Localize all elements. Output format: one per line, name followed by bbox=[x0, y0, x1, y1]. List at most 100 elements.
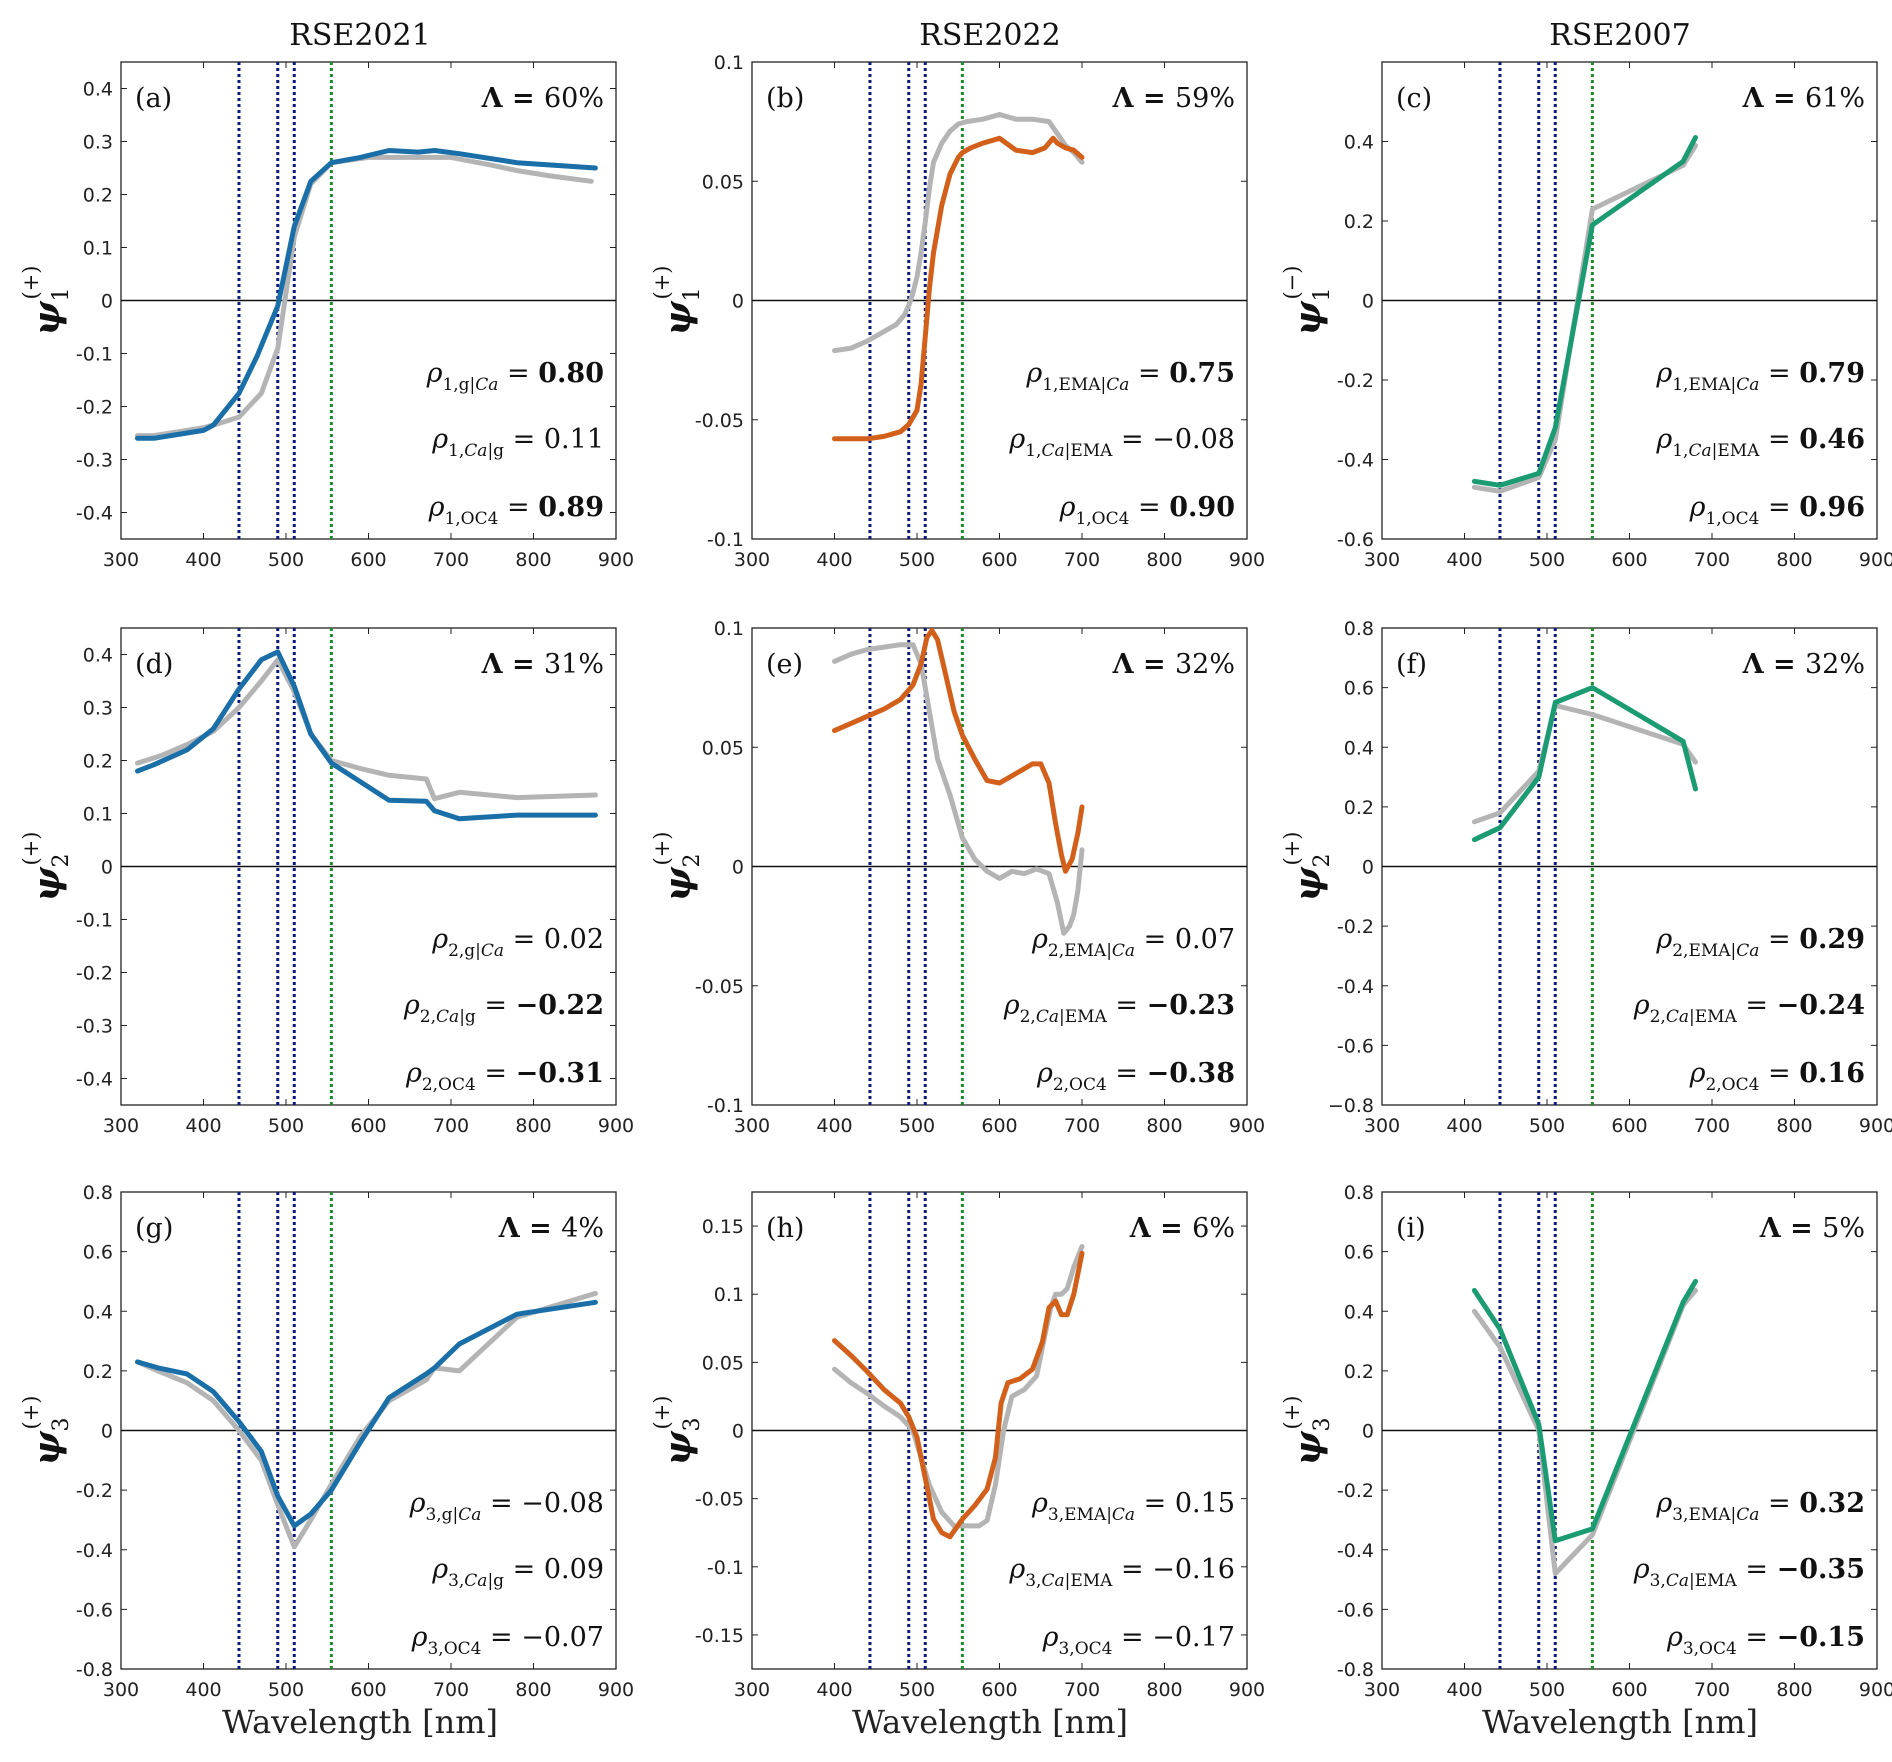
y-tick-label: -0.2 bbox=[1337, 370, 1374, 392]
y-tick-label: -0.15 bbox=[695, 1625, 744, 1647]
rho-value: −0.31 bbox=[516, 1058, 604, 1089]
rho-symbol: ρ bbox=[403, 990, 420, 1021]
rho-subscript: 3,g| bbox=[425, 1505, 458, 1525]
y-tick-label: −0.8 bbox=[1328, 1095, 1374, 1117]
panel-label: (h) bbox=[766, 1213, 804, 1244]
y-label-subscript: 1 bbox=[49, 288, 74, 302]
y-tick-label: -0.4 bbox=[1337, 1540, 1374, 1562]
x-tick-label: 500 bbox=[899, 1679, 935, 1701]
y-tick-label: 0.2 bbox=[1344, 797, 1374, 819]
y-label-subscript: 2 bbox=[1310, 854, 1335, 868]
rho-value: 0.11 bbox=[544, 424, 604, 455]
rho-annotation: ρ1,OC4 = 0.89 bbox=[428, 492, 604, 529]
rho-symbol: ρ bbox=[1031, 1488, 1048, 1519]
rho-equals: = bbox=[498, 492, 538, 523]
x-tick-label: 300 bbox=[103, 1679, 139, 1701]
rho-symbol: ρ bbox=[1036, 1058, 1053, 1089]
rho-annotation: ρ1,Ca|EMA = −0.08 bbox=[1008, 424, 1235, 461]
y-label-superscript: (+) bbox=[650, 1396, 674, 1430]
y-label-symbol: ψ bbox=[26, 866, 68, 901]
y-tick-label: 0 bbox=[1362, 291, 1374, 313]
lambda-annotation: Λ = 6% bbox=[1129, 1213, 1235, 1244]
rho-annotation: ρ3,OC4 = −0.15 bbox=[1666, 1622, 1865, 1659]
lambda-annotation: Λ = 4% bbox=[498, 1213, 604, 1244]
x-tick-label: 300 bbox=[1364, 1115, 1400, 1137]
main-series-line bbox=[1471, 135, 1698, 488]
x-tick-label: 700 bbox=[1064, 1115, 1100, 1137]
rho-subscript-italic: Ca bbox=[464, 1571, 487, 1591]
y-axis-label: ψ2 (+) bbox=[19, 832, 74, 902]
rho-equals: = bbox=[504, 924, 544, 955]
rho-subscript: 1,OC4 bbox=[444, 509, 498, 529]
x-tick-label: 300 bbox=[734, 1115, 770, 1137]
lambda-symbol: Λ = bbox=[1759, 1213, 1822, 1244]
rho-annotation: ρ3,Ca|g = 0.09 bbox=[431, 1554, 604, 1591]
rho-symbol: ρ bbox=[409, 1488, 426, 1519]
x-tick-label: 800 bbox=[1776, 549, 1812, 571]
x-tick-label: 500 bbox=[268, 1115, 304, 1137]
rho-equals: = bbox=[1112, 424, 1152, 455]
panel-label: (f) bbox=[1396, 649, 1427, 680]
lambda-annotation: Λ = 5% bbox=[1759, 1213, 1865, 1244]
x-tick-label: 700 bbox=[1064, 549, 1100, 571]
panel-f: 300 400 500 600 700 800 900 −0.8 -0.6 -0.4 -0.2 0 0.… bbox=[1280, 618, 1892, 1137]
main-series-line bbox=[135, 649, 598, 822]
rho-equals: = bbox=[1759, 1488, 1799, 1519]
panel-a: 300 400 500 600 700 800 900 -0.4 -0.3 -0.2 -0.1 0 0.… bbox=[19, 61, 634, 571]
y-tick-label: 0 bbox=[101, 1421, 113, 1443]
y-label-subscript: 3 bbox=[1310, 1418, 1335, 1432]
rho-subscript-tail: |g bbox=[459, 1007, 476, 1027]
x-axis-label-col0: Wavelength [nm] bbox=[222, 1703, 498, 1741]
rho-annotation: ρ2,Ca|g = −0.22 bbox=[403, 990, 604, 1027]
rho-equals: = bbox=[1759, 424, 1799, 455]
y-tick-label: 0.8 bbox=[1344, 618, 1374, 640]
y-tick-label: 0.1 bbox=[714, 618, 744, 640]
y-tick-label: 0 bbox=[101, 857, 113, 879]
y-axis-label: ψ1 (+) bbox=[650, 266, 705, 336]
rho-equals: = bbox=[1129, 492, 1169, 523]
y-tick-label: 0.2 bbox=[83, 751, 113, 773]
x-tick-label: 500 bbox=[899, 549, 935, 571]
rho-value: 0.32 bbox=[1799, 1488, 1865, 1519]
rho-symbol: ρ bbox=[1008, 424, 1025, 455]
x-tick-label: 800 bbox=[515, 1115, 551, 1137]
x-tick-label: 700 bbox=[1694, 1115, 1730, 1137]
rho-symbol: ρ bbox=[1025, 358, 1042, 389]
main-series-line bbox=[1471, 685, 1698, 843]
rho-subscript-italic: Ca bbox=[1666, 1007, 1689, 1027]
panel-label: (i) bbox=[1396, 1213, 1426, 1244]
y-tick-label: -0.2 bbox=[76, 397, 113, 419]
rho-subscript: 2,OC4 bbox=[1053, 1075, 1107, 1095]
x-tick-label: 300 bbox=[734, 549, 770, 571]
rho-symbol: ρ bbox=[1689, 492, 1706, 523]
y-axis-label: ψ3 (+) bbox=[1280, 1396, 1335, 1466]
y-label-symbol: ψ bbox=[26, 1430, 68, 1465]
rho-equals: = bbox=[1737, 990, 1777, 1021]
lambda-symbol: Λ = bbox=[1742, 83, 1805, 114]
rho-subscript-tail: |EMA bbox=[1712, 441, 1761, 461]
rho-value: 0.16 bbox=[1799, 1058, 1865, 1089]
rho-subscript-italic: Ca bbox=[464, 441, 487, 461]
y-tick-label: -0.4 bbox=[1337, 976, 1374, 998]
y-tick-label: 0 bbox=[732, 1421, 744, 1443]
x-tick-label: 400 bbox=[185, 1115, 221, 1137]
rho-subscript-italic: Ca bbox=[475, 375, 498, 395]
lambda-value: 32% bbox=[1805, 649, 1865, 680]
rho-equals: = bbox=[1112, 1554, 1152, 1585]
rho-value: 0.09 bbox=[544, 1554, 604, 1585]
x-tick-label: 400 bbox=[816, 1115, 852, 1137]
panel-h: 300 400 500 600 700 800 900 -0.15 -0.1 -0.05 0 0.05… bbox=[650, 1191, 1265, 1701]
y-tick-label: -0.4 bbox=[1337, 450, 1374, 472]
y-label-symbol: ψ bbox=[657, 300, 699, 335]
rho-subscript-italic: Ca bbox=[1106, 375, 1129, 395]
y-tick-label: -0.1 bbox=[707, 529, 744, 551]
panel-c: 300 400 500 600 700 800 900 -0.6 -0.4 -0.2 0 0.2 0.4… bbox=[1280, 61, 1892, 571]
y-axis-label: ψ2 (+) bbox=[1280, 832, 1335, 902]
lambda-symbol: Λ = bbox=[481, 83, 544, 114]
rho-annotation: ρ2,OC4 = −0.38 bbox=[1036, 1058, 1235, 1095]
y-tick-label: 0.4 bbox=[83, 645, 113, 667]
x-tick-label: 900 bbox=[598, 1115, 634, 1137]
y-label-subscript: 2 bbox=[680, 854, 705, 868]
rho-equals: = bbox=[1759, 924, 1799, 955]
